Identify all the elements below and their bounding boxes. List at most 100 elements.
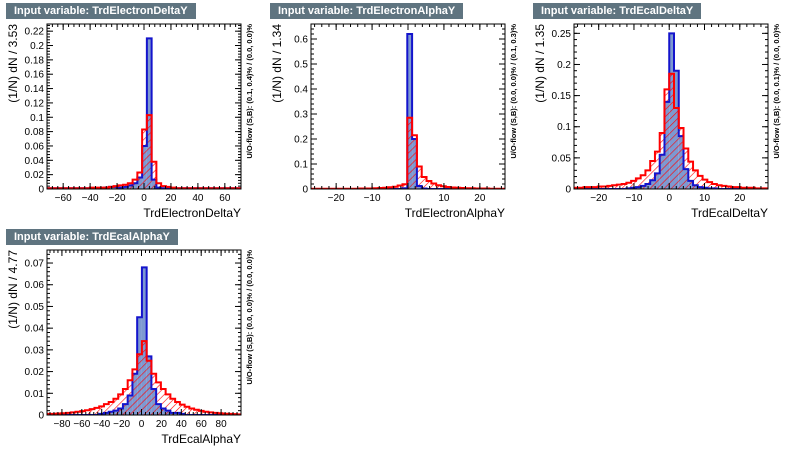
- y-tick-label: 0.02: [25, 170, 45, 181]
- signal-outline: [311, 33, 505, 189]
- background-bar: [132, 369, 138, 415]
- background-bar: [113, 398, 119, 415]
- y-tick-label: 0.04: [25, 156, 45, 167]
- histogram-trdecaldeltay: −20 −10 0 10 20 0 0.05 0.1 0.15 0.2 0.25 TrdEcalDel…: [533, 23, 781, 220]
- background-bar: [127, 380, 133, 415]
- y-tick-label: 0.18: [25, 55, 45, 66]
- y-axis-title: (1/N) dN / 1.35: [533, 24, 547, 103]
- background-bar: [707, 182, 713, 189]
- background-bar: [94, 407, 100, 415]
- chart-title: Input variable: TrdEcalDeltaY: [533, 3, 702, 19]
- background-bar: [184, 406, 190, 415]
- x-tick-label: −80: [53, 419, 70, 430]
- background-bar: [103, 404, 109, 415]
- background-bar: [688, 161, 694, 189]
- y-tick-label: 0.1: [557, 122, 571, 133]
- background-bar: [626, 182, 632, 189]
- chart-title: Input variable: TrdElectronAlphaY: [270, 3, 464, 19]
- background-bar: [421, 177, 427, 189]
- y-tick-label: 0.22: [25, 27, 45, 38]
- y-tick-label: 0.14: [25, 84, 45, 95]
- histogram-trdelectrondeltay: −60 −40 −20 0 20 40 60 0 0.02 0.04 0.06 0.08 0.1 0.12…: [6, 23, 254, 220]
- background-bar: [194, 409, 199, 415]
- y-tick-label: 0.5: [294, 60, 308, 71]
- signal-outline: [574, 32, 768, 189]
- x-axis-title: TrdEcalDeltaY: [691, 206, 768, 220]
- background-bar: [141, 341, 147, 415]
- x-tick-label: 0: [405, 193, 411, 204]
- x-tick-label: −20: [590, 193, 607, 204]
- background-bar: [673, 108, 679, 189]
- background-bar: [151, 161, 157, 189]
- background-bar: [208, 412, 214, 415]
- background-bar: [122, 388, 128, 415]
- y-tick-label: 0.2: [294, 135, 308, 146]
- background-bar: [621, 184, 627, 189]
- y-tick-label: 0: [565, 185, 571, 196]
- histogram-trdelectronalphay: −20 −10 0 10 20 0 0.1 0.2 0.3 0.4 0.5 0.6 TrdElectro…: [270, 23, 518, 220]
- background-bar: [132, 179, 138, 189]
- background-bar: [156, 382, 161, 415]
- y-tick-label: 0.05: [552, 153, 572, 164]
- y-tick-label: 0: [302, 185, 308, 196]
- background-bar: [602, 186, 608, 189]
- y-tick-label: 0.6: [294, 35, 308, 46]
- background-bar: [693, 170, 698, 189]
- background-bar: [213, 412, 218, 415]
- y-axis-title: (1/N) dN / 1.34: [270, 24, 284, 103]
- x-tick-label: 20: [156, 419, 168, 430]
- signal-outline: [47, 266, 241, 415]
- background-bar: [616, 184, 622, 189]
- background-bar: [108, 401, 114, 415]
- x-axis-title: TrdElectronAlphaY: [405, 206, 505, 220]
- y-tick-label: 0.04: [25, 324, 45, 335]
- background-bar: [160, 388, 166, 415]
- background-bar: [650, 160, 655, 189]
- y-tick-label: 0.02: [25, 367, 45, 378]
- x-tick-label: −60: [73, 419, 90, 430]
- x-tick-label: −40: [82, 193, 99, 204]
- x-axis-title: TrdElectronDeltaY: [143, 206, 241, 220]
- background-outline: [574, 72, 768, 189]
- x-tick-label: −10: [364, 193, 381, 204]
- x-tick-label: 0: [141, 193, 147, 204]
- y-tick-label: 0.06: [25, 280, 45, 291]
- background-outline: [47, 340, 241, 415]
- background-bar: [179, 404, 185, 415]
- y-tick-label: 0.2: [30, 41, 44, 52]
- background-bar: [664, 89, 670, 189]
- x-tick-label: 60: [219, 193, 231, 204]
- background-bar: [607, 185, 613, 189]
- y-tick-label: 0.08: [25, 127, 45, 138]
- background-bar: [612, 185, 617, 189]
- background-bar: [70, 412, 76, 415]
- x-tick-label: 0: [666, 193, 672, 204]
- background-bar: [146, 360, 152, 415]
- x-tick-label: 0: [139, 419, 145, 430]
- background-outline: [47, 114, 241, 189]
- background-bar: [436, 185, 441, 189]
- y-tick-label: 0.3: [294, 110, 308, 121]
- y-tick-label: 0.16: [25, 70, 45, 81]
- histogram-trdecalalphay: −80 −60 −40 −20 0 20 40 60 80 0 0.01 0.02 0.03 0.04 0.…: [6, 249, 254, 446]
- y-tick-label: 0.1: [30, 113, 44, 124]
- background-bar: [156, 183, 162, 189]
- background-bar: [416, 166, 422, 189]
- chart-panel-1: Input variable: TrdElectronDeltaY −60 −40…: [0, 0, 262, 226]
- background-bar: [678, 127, 684, 189]
- overflow-label: U/O-flow (S,B): (0.1, 0.4)% / (0.0, 0.0)…: [245, 24, 254, 159]
- background-bar: [137, 354, 142, 415]
- overflow-label: U/O-flow (S,B): (0.0, 0.1)% / (0.0, 0.0)…: [772, 24, 781, 159]
- x-tick-label: −60: [55, 193, 72, 204]
- x-tick-label: 60: [196, 419, 208, 430]
- chart-title: Input variable: TrdEcalAlphaY: [6, 229, 178, 245]
- y-tick-label: 0: [38, 185, 44, 196]
- background-bar: [118, 394, 123, 415]
- background-bar: [84, 410, 90, 415]
- plot-area: [47, 37, 241, 189]
- background-bar: [203, 411, 209, 415]
- y-tick-label: 0.01: [25, 389, 45, 400]
- y-tick-label: 0.15: [552, 91, 572, 102]
- y-tick-label: 0: [38, 411, 44, 422]
- x-tick-label: 20: [165, 193, 177, 204]
